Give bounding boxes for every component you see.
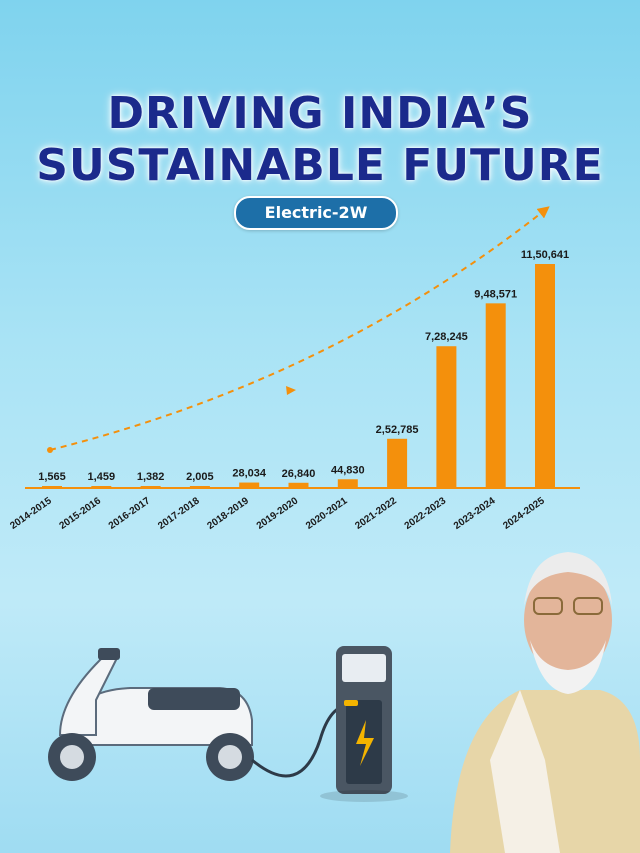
value-label: 44,830 (331, 464, 365, 476)
value-label: 1,382 (137, 471, 165, 483)
bar-2016-2017 (140, 486, 161, 488)
bar-2018-2019 (239, 482, 260, 488)
category-badge: Electric-2W (234, 196, 398, 230)
category-label: 2016-2017 (107, 495, 153, 532)
bar-2024-2025 (535, 264, 555, 488)
bar-2014-2015 (42, 486, 62, 488)
scooter-illustration (48, 648, 351, 781)
category-label: 2019-2020 (255, 495, 301, 532)
bar-2015-2016 (91, 486, 112, 488)
category-label: 2023-2024 (452, 495, 498, 532)
bar-2021-2022 (387, 438, 408, 488)
category-label: 2022-2023 (403, 495, 449, 532)
value-label: 26,840 (282, 468, 316, 480)
value-label: 9,48,571 (474, 288, 517, 300)
trend-midpoint-marker (286, 386, 296, 395)
value-label: 2,52,785 (376, 424, 419, 436)
bar-2023-2024 (485, 303, 506, 488)
value-label: 7,28,245 (425, 331, 468, 343)
charging-station-illustration (320, 646, 408, 802)
value-label: 1,565 (38, 471, 66, 483)
category-label: 2017-2018 (156, 495, 202, 532)
value-label: 11,50,641 (521, 249, 569, 261)
trend-arrow (49, 206, 550, 451)
title-line-1: DRIVING INDIA’S (107, 88, 533, 139)
category-label: 2014-2015 (8, 495, 54, 532)
category-label: 2020-2021 (304, 495, 350, 532)
value-label: 28,034 (232, 468, 267, 480)
trend-start-dot (47, 447, 53, 453)
bar-2020-2021 (337, 479, 358, 488)
bar-2019-2020 (288, 482, 309, 488)
portrait-illustration (450, 552, 640, 853)
category-label: 2021-2022 (353, 495, 399, 532)
category-label: 2024-2025 (501, 495, 547, 532)
category-label: 2018-2019 (205, 495, 251, 532)
bar-2022-2023 (436, 346, 457, 488)
value-label: 1,459 (88, 471, 116, 483)
bar-2017-2018 (189, 486, 210, 488)
title-line-2: SUSTAINABLE FUTURE (36, 140, 604, 191)
category-label: 2015-2016 (58, 495, 104, 532)
value-label: 2,005 (186, 471, 214, 483)
